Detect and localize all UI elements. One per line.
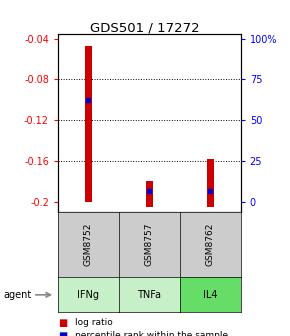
Text: GSM8757: GSM8757 (145, 223, 154, 266)
Text: ■: ■ (58, 331, 67, 336)
Text: GSM8752: GSM8752 (84, 223, 93, 266)
Text: log ratio: log ratio (75, 318, 113, 327)
Text: IFNg: IFNg (77, 290, 99, 300)
Bar (206, 159, 214, 207)
Bar (85, 46, 92, 202)
Text: ■: ■ (58, 318, 67, 328)
Text: GDS501 / 17272: GDS501 / 17272 (90, 22, 200, 35)
Text: TNFa: TNFa (137, 290, 161, 300)
Text: IL4: IL4 (203, 290, 218, 300)
Text: agent: agent (3, 290, 31, 300)
Bar (146, 181, 153, 207)
Text: GSM8762: GSM8762 (206, 223, 215, 266)
Text: percentile rank within the sample: percentile rank within the sample (75, 332, 229, 336)
